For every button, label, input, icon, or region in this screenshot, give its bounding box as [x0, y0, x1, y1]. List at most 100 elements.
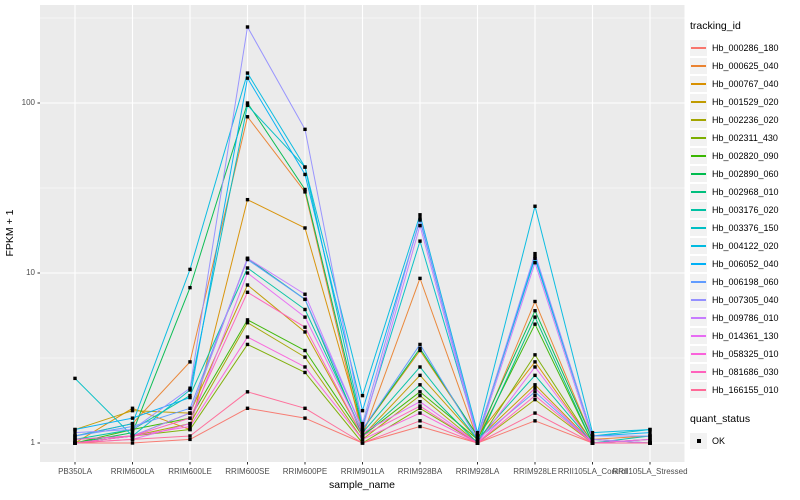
- data-point: [73, 430, 77, 435]
- data-point: [303, 406, 307, 410]
- data-point: [303, 187, 307, 192]
- data-point: [475, 434, 480, 438]
- data-point: [303, 165, 307, 169]
- legend-title-quant-status: quant_status: [690, 413, 751, 425]
- legend-item-Hb_000767_040[interactable]: Hb_000767_040: [690, 75, 798, 93]
- data-point: [360, 393, 365, 398]
- data-point: [360, 434, 365, 438]
- legend-item-Hb_000625_040[interactable]: Hb_000625_040: [690, 57, 798, 75]
- legend-items: Hb_000286_180 Hb_000625_040 Hb_000767_040 H…: [690, 39, 798, 399]
- legend-key-box: [690, 112, 707, 128]
- data-point: [648, 427, 652, 432]
- legend-item-label: Hb_007305_040: [712, 295, 779, 305]
- legend-item-Hb_002890_060[interactable]: Hb_002890_060: [690, 165, 798, 183]
- legend-item-ok[interactable]: OK: [690, 432, 798, 450]
- data-point: [245, 318, 250, 322]
- x-tick-label: RRIM928LA: [455, 467, 500, 476]
- legend-key-line: [691, 317, 706, 319]
- legend-item-Hb_058325_010[interactable]: Hb_058325_010: [690, 345, 798, 363]
- data-point: [533, 254, 537, 259]
- legend-key-box: [690, 166, 707, 182]
- data-point: [188, 395, 192, 400]
- legend-item-Hb_001529_020[interactable]: Hb_001529_020: [690, 93, 798, 111]
- legend-item-Hb_166155_010[interactable]: Hb_166155_010: [690, 381, 798, 399]
- legend-item-Hb_000286_180[interactable]: Hb_000286_180: [690, 39, 798, 57]
- legend-key-box: [690, 76, 707, 92]
- legend-item-Hb_006198_060[interactable]: Hb_006198_060: [690, 273, 798, 291]
- data-point: [533, 365, 537, 369]
- legend-item-label: Hb_002236_020: [712, 115, 779, 125]
- data-point: [418, 365, 422, 369]
- y-axis-title: FPKM + 1: [4, 209, 16, 257]
- legend-item-Hb_002236_020[interactable]: Hb_002236_020: [690, 111, 798, 129]
- legend-item-Hb_002311_430[interactable]: Hb_002311_430: [690, 129, 798, 147]
- legend-item-Hb_002968_010[interactable]: Hb_002968_010: [690, 183, 798, 201]
- legend-item-label: Hb_081686_030: [712, 367, 779, 377]
- legend-item-Hb_006052_040[interactable]: Hb_006052_040: [690, 255, 798, 273]
- legend-key-box: [690, 130, 707, 146]
- data-point: [590, 434, 595, 438]
- data-point: [360, 427, 365, 432]
- data-point: [360, 441, 365, 445]
- legend-item-Hb_003376_150[interactable]: Hb_003376_150: [690, 219, 798, 237]
- legend-item-label: Hb_002968_010: [712, 187, 779, 197]
- legend-item-Hb_002820_090[interactable]: Hb_002820_090: [690, 147, 798, 165]
- legend-key-line: [691, 137, 706, 139]
- data-point: [188, 393, 192, 398]
- legend-item-Hb_004122_020[interactable]: Hb_004122_020: [690, 237, 798, 255]
- legend-key-line: [691, 173, 706, 175]
- data-point: [130, 408, 135, 413]
- x-tick-label: RRIM600SE: [225, 467, 270, 476]
- data-point: [533, 256, 537, 261]
- legend-key-box: [690, 328, 707, 344]
- data-point: [418, 213, 422, 217]
- legend-key-box: [690, 58, 707, 74]
- data-point: [303, 355, 307, 359]
- legend-title-tracking-id: tracking_id: [690, 20, 741, 32]
- data-point: [130, 434, 135, 438]
- data-point: [245, 271, 250, 275]
- data-point: [73, 437, 77, 442]
- y-tick-label: 10: [26, 268, 35, 277]
- legend-key-line: [691, 209, 706, 211]
- legend-item-Hb_003176_020[interactable]: Hb_003176_020: [690, 201, 798, 219]
- legend-key-line: [691, 101, 706, 103]
- data-point: [418, 419, 422, 423]
- data-point: [418, 218, 422, 222]
- data-point: [73, 376, 77, 381]
- legend-item-Hb_081686_030[interactable]: Hb_081686_030: [690, 363, 798, 381]
- data-point: [360, 437, 365, 442]
- x-tick-label: RRIM901LA: [340, 467, 385, 476]
- data-point: [648, 437, 652, 442]
- x-tick-label: RRIM600PE: [282, 467, 328, 476]
- data-point: [590, 430, 595, 435]
- legend-key-box: [690, 148, 707, 164]
- data-point: [188, 411, 192, 415]
- data-point: [130, 421, 135, 426]
- legend-item-Hb_007305_040[interactable]: Hb_007305_040: [690, 291, 798, 309]
- data-point: [245, 115, 250, 119]
- legend-item-label: Hb_166155_010: [712, 385, 779, 395]
- data-point: [475, 441, 480, 445]
- legend-item-Hb_009786_010[interactable]: Hb_009786_010: [690, 309, 798, 327]
- legend-key-line: [691, 191, 706, 193]
- legend-item-Hb_014361_130[interactable]: Hb_014361_130: [690, 327, 798, 345]
- legend-item-label: Hb_003176_020: [712, 205, 779, 215]
- legend-item-label: Hb_006052_040: [712, 259, 779, 269]
- legend: tracking_id Hb_000286_180 Hb_000625_040 Hb…: [690, 20, 798, 450]
- data-point: [533, 315, 537, 319]
- legend-item-label: Hb_009786_010: [712, 313, 779, 323]
- data-point: [245, 390, 250, 394]
- data-point: [245, 25, 250, 29]
- data-point: [188, 424, 192, 429]
- data-point: [590, 437, 595, 442]
- data-point: [303, 365, 307, 369]
- legend-key-line: [691, 155, 706, 157]
- data-point: [303, 370, 307, 375]
- legend-item-label: Hb_003376_150: [712, 223, 779, 233]
- legend-key-box: [690, 238, 707, 254]
- data-point: [73, 441, 77, 445]
- data-point: [418, 399, 422, 404]
- data-point: [188, 434, 192, 438]
- legend-key-box: [690, 184, 707, 200]
